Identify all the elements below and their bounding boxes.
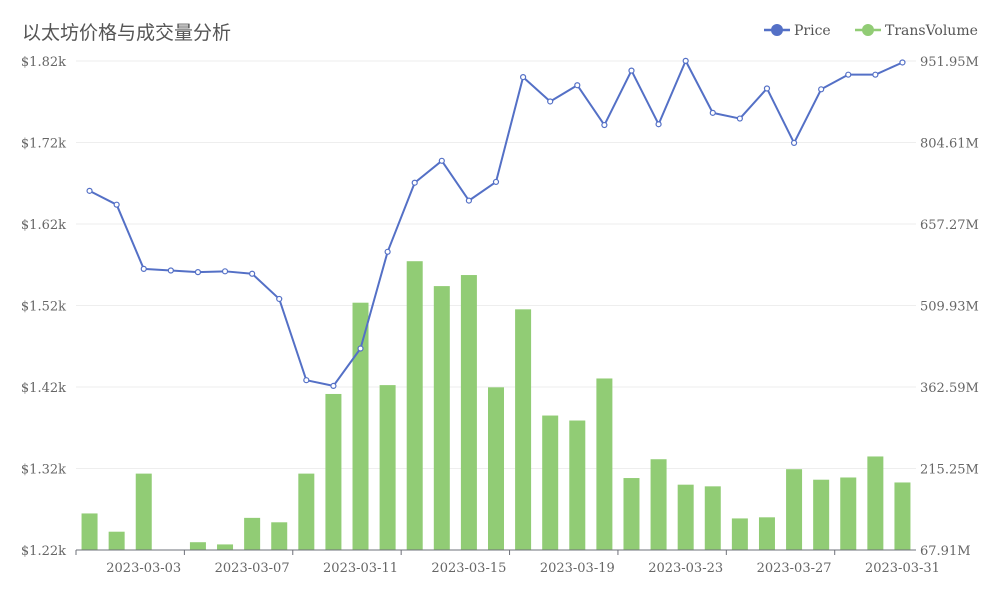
axes: $1.22k 67.91M $1.32k 215.25M $1.42k 362.59M $1… [21,55,979,576]
volume-bar[interactable] [352,302,369,550]
price-point[interactable] [411,179,418,186]
x-axis-tick-label: 2023-03-03 [106,561,181,576]
volume-bar[interactable] [379,385,396,550]
volume-bar[interactable] [813,479,830,550]
volume-bar[interactable] [731,518,748,550]
right-axis-tick-label: 509.93M [920,300,979,315]
volume-bar[interactable] [298,473,315,550]
volume-bar[interactable] [433,286,450,550]
volume-bar[interactable] [135,473,152,550]
volume-bar[interactable] [325,393,342,550]
volume-bar[interactable] [244,517,261,550]
volume-bar[interactable] [515,309,532,550]
price-point[interactable] [872,71,879,78]
left-axis-tick-label: $1.82k [21,55,66,70]
legend-item-transvolume[interactable]: TransVolume [855,23,978,39]
left-axis-tick-label: $1.22k [21,544,66,559]
price-point[interactable] [221,268,229,275]
volume-bar[interactable] [488,387,504,550]
volume-bar[interactable] [542,415,559,550]
x-axis-tick-label: 2023-03-19 [540,561,615,576]
x-axis-tick-label: 2023-03-31 [865,561,940,576]
price-series-line [89,59,903,387]
price-point[interactable] [438,157,445,164]
x-axis-tick-label: 2023-03-11 [323,561,398,576]
price-point[interactable] [194,269,202,276]
price-point[interactable] [303,377,310,384]
volume-bar[interactable] [650,459,667,550]
right-axis-tick-label: 362.59M [920,381,979,396]
x-axis-tick-label: 2023-03-07 [215,561,290,576]
legend-label: Price [794,23,831,39]
x-axis-tick-label: 2023-03-15 [431,561,506,576]
volume-bar[interactable] [786,469,803,550]
volume-bar[interactable] [108,531,125,550]
price-point[interactable] [547,98,554,105]
price-point[interactable] [86,187,93,194]
price-point[interactable] [519,74,527,81]
right-axis-tick-label: 67.91M [920,544,971,559]
price-point[interactable] [357,345,364,352]
volume-bar[interactable] [406,261,423,550]
volume-bar[interactable] [81,513,98,550]
price-point[interactable] [601,121,608,129]
volume-bar[interactable] [867,456,884,550]
price-point[interactable] [790,139,798,147]
price-point[interactable] [140,265,147,272]
price-point[interactable] [465,197,473,204]
left-axis-tick-label: $1.62k [21,218,66,233]
legend-label: TransVolume [885,23,978,39]
legend-circle-icon [862,24,874,36]
grid [76,60,916,469]
volume-bar[interactable] [894,482,911,550]
volume-bars [81,261,911,550]
price-point[interactable] [113,201,120,208]
price-point[interactable] [736,115,743,122]
right-axis-tick-label: 951.95M [920,55,979,70]
left-axis-tick-label: $1.42k [21,381,66,396]
price-point[interactable] [276,295,283,303]
right-axis-tick-label: 657.27M [920,218,979,233]
volume-bar[interactable] [704,486,721,550]
price-point[interactable] [845,71,852,78]
price-point[interactable] [574,82,581,89]
price-point[interactable] [818,86,825,93]
legend-circle-icon [771,24,783,36]
volume-bar[interactable] [840,477,857,550]
price-point[interactable] [628,67,635,74]
price-point[interactable] [384,248,391,255]
volume-bar[interactable] [271,522,288,550]
right-axis-tick-label: 804.61M [920,137,979,152]
x-axis-tick-label: 2023-03-27 [757,561,832,576]
volume-bar[interactable] [569,420,586,550]
left-axis-tick-label: $1.72k [21,137,66,152]
volume-bar[interactable] [596,378,613,550]
price-point[interactable] [492,178,500,186]
left-axis-tick-label: $1.52k [21,300,66,315]
right-axis-tick-label: 215.25M [920,463,979,478]
left-axis-tick-label: $1.32k [21,463,66,478]
price-point[interactable] [167,267,174,274]
volume-bar[interactable] [217,544,234,550]
volume-bar[interactable] [677,484,694,550]
price-point[interactable] [249,270,256,277]
price-point[interactable] [655,121,662,128]
legend-item-price[interactable]: Price [764,23,831,39]
chart-title: 以太坊价格与成交量分析 [22,22,231,44]
volume-bar[interactable] [460,275,477,550]
x-axis-tick-label: 2023-03-23 [648,561,723,576]
price-point[interactable] [709,109,716,116]
volume-bar[interactable] [189,542,206,550]
price-line [86,57,906,389]
price-point[interactable] [682,57,689,64]
price-point[interactable] [763,85,771,92]
price-point[interactable] [899,59,906,66]
volume-bar[interactable] [623,478,640,550]
price-point[interactable] [330,382,337,389]
legend[interactable]: Price TransVolume [764,23,978,39]
volume-bar[interactable] [758,517,775,550]
